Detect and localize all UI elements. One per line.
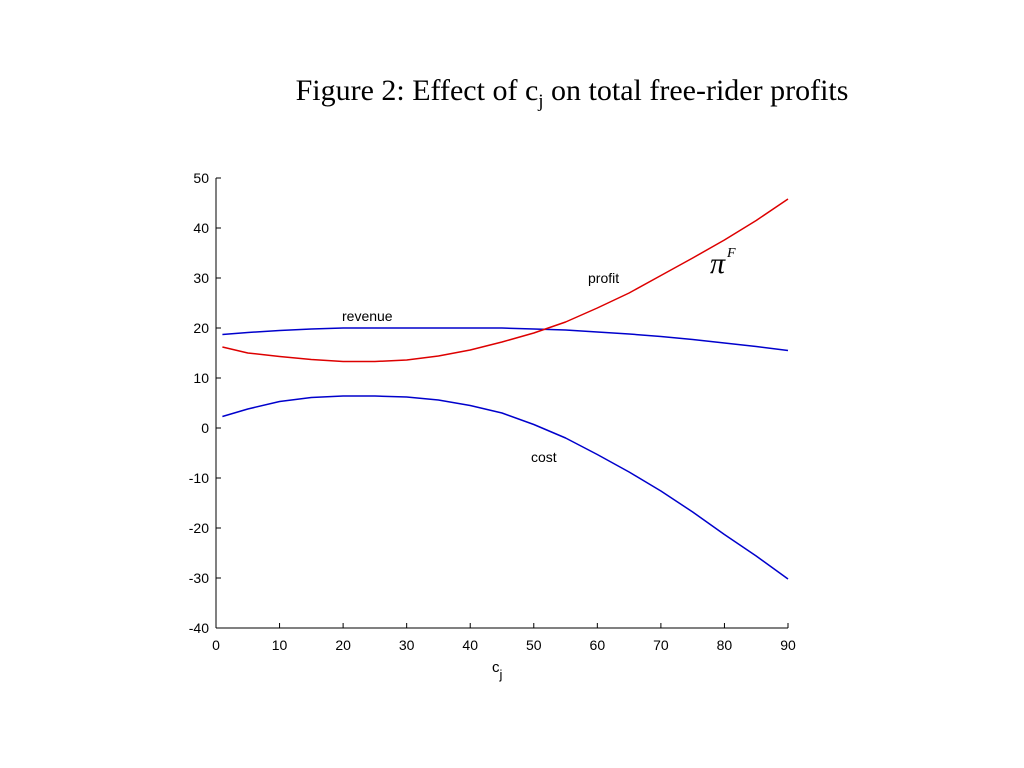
x-axis-label: cj (492, 659, 503, 682)
x-tick-label: 40 (462, 637, 478, 653)
pi-superscript: F (726, 246, 736, 261)
x-axis-label-subscript: j (499, 667, 503, 682)
y-tick-label: -40 (189, 620, 209, 636)
x-tick-label: 30 (399, 637, 415, 653)
y-tick-label: 50 (193, 170, 209, 186)
revenue-line (222, 327, 789, 352)
x-tick-label: 70 (653, 637, 669, 653)
x-tick-label: 80 (717, 637, 733, 653)
x-tick-label: 60 (590, 637, 606, 653)
y-tick-label: 40 (193, 220, 209, 236)
x-tick-label: 50 (526, 637, 542, 653)
chart-title-subscript: j (538, 91, 544, 112)
chart-title-suffix: on total free-rider profits (543, 74, 849, 107)
profit-annotation: profit (588, 270, 619, 286)
profit-line (222, 198, 789, 363)
cost-line (222, 395, 789, 580)
chart-title-prefix: Figure 2: Effect of c (295, 74, 539, 107)
y-tick-label: 20 (193, 320, 209, 336)
x-axis-label-base: c (492, 659, 500, 676)
pi-symbol: π (710, 247, 726, 280)
y-tick-label: 30 (193, 270, 209, 286)
y-tick-label: 10 (193, 370, 209, 386)
series-lines (222, 198, 789, 580)
ticks: 0 10 20 30 40 50 60 70 80 90 -40 -30 -20 -10 0 10 20 30 40… (189, 170, 796, 653)
y-tick-label: -30 (189, 570, 209, 586)
y-tick-label: 0 (201, 420, 209, 436)
x-tick-label: 0 (212, 637, 220, 653)
y-tick-label: -20 (189, 520, 209, 536)
revenue-annotation: revenue (342, 308, 393, 324)
x-tick-label: 10 (272, 637, 288, 653)
x-tick-label: 20 (335, 637, 351, 653)
x-tick-label: 90 (780, 637, 796, 653)
cost-annotation: cost (531, 449, 557, 465)
y-tick-label: -10 (189, 470, 209, 486)
plot-area: 0 10 20 30 40 50 60 70 80 90 -40 -30 -20 -10 0 10 20 30 40… (189, 170, 796, 653)
chart-title: Figure 2: Effect of cj on total free-rid… (0, 74, 1024, 111)
